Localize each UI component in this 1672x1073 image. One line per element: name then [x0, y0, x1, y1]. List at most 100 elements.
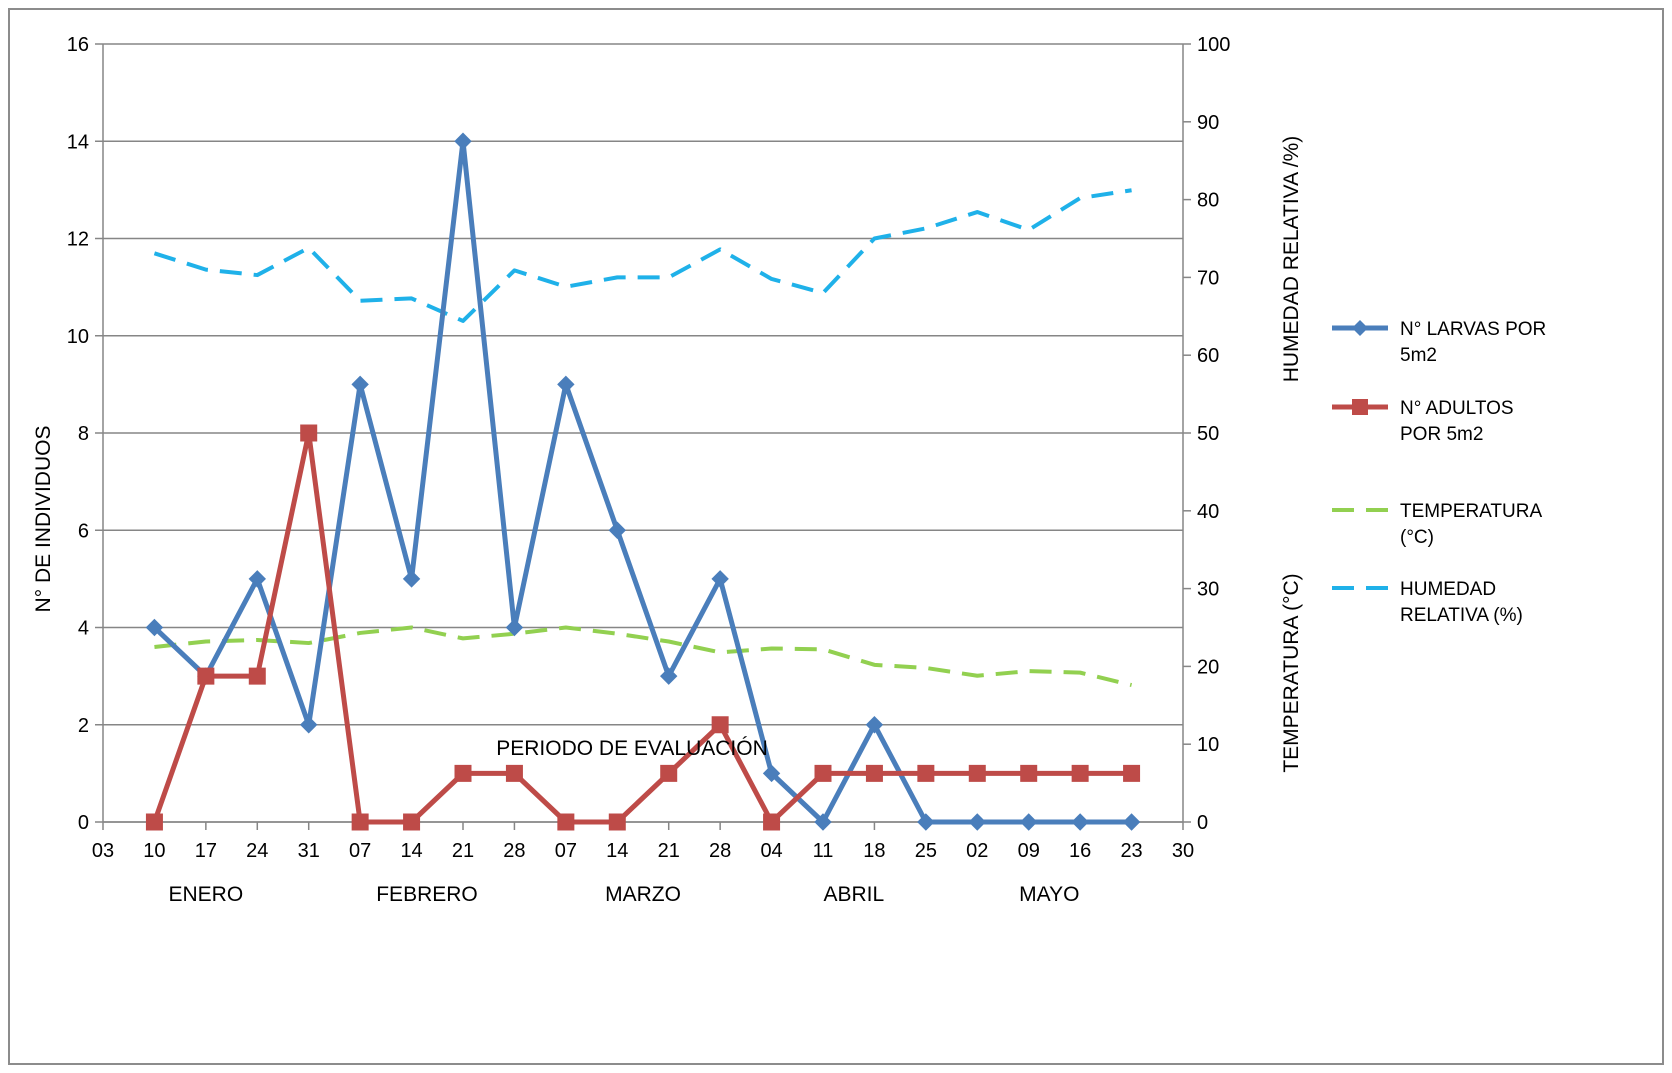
x-tick-label: 28: [503, 840, 525, 862]
y-left-tick-label: 0: [78, 812, 89, 834]
x-tick-label: 21: [658, 840, 680, 862]
y-right-tick-label: 70: [1197, 267, 1219, 289]
x-tick-label: 23: [1120, 840, 1142, 862]
x-tick-label: 28: [709, 840, 731, 862]
adultos-point: [351, 813, 369, 831]
adultos-point: [454, 764, 472, 782]
adultos-point: [865, 764, 883, 782]
x-tick-label: 07: [555, 840, 577, 862]
month-label: ABRIL: [824, 883, 885, 906]
adultos-point: [1071, 764, 1089, 782]
month-label: ENERO: [169, 883, 244, 906]
larvas-point: [351, 375, 369, 394]
larvas-point: [711, 570, 729, 588]
x-tick-label: 17: [195, 840, 217, 862]
legend-temperatura-label: (°C): [1400, 527, 1434, 548]
legend-temperatura-label: TEMPERATURA: [1400, 501, 1542, 522]
y-axis-right-humidity-title: HUMEDAD RELATIVA /%): [1280, 136, 1303, 383]
y-left-tick-label: 8: [78, 423, 89, 445]
larvas-point: [145, 618, 164, 637]
chart-svg: PERIODO DE EVALUACIÓN N° DE INDIVIDUOS H…: [32, 34, 1546, 906]
month-label: FEBRERO: [376, 883, 478, 906]
adultos-point: [660, 764, 678, 782]
legend: N° LARVAS POR 5m2 N° ADULTOS POR 5m2 TEMPERA…: [1332, 319, 1546, 626]
x-tick-label: 30: [1172, 840, 1194, 862]
y-left-tick-label: 2: [78, 715, 89, 737]
larvas-point: [505, 618, 524, 637]
adultos-point: [505, 764, 523, 782]
grid-layer: [103, 43, 1183, 823]
legend-adultos-label: POR 5m2: [1400, 424, 1483, 445]
x-tick-label: 07: [349, 840, 371, 862]
larvas-point: [557, 375, 575, 394]
adultos-point: [763, 813, 781, 831]
labels-layer: PERIODO DE EVALUACIÓN N° DE INDIVIDUOS H…: [32, 34, 1303, 906]
legend-humedad-label: HUMEDAD: [1400, 579, 1496, 600]
x-axis-title: PERIODO DE EVALUACIÓN: [496, 737, 768, 760]
x-tick-label: 04: [760, 840, 782, 862]
y-right-tick-label: 80: [1197, 190, 1219, 212]
y-right-tick-label: 50: [1197, 423, 1219, 445]
y-right-tick-label: 30: [1197, 579, 1219, 601]
legend-adultos-label: N° ADULTOS: [1400, 398, 1514, 419]
y-axis-left-title: N° DE INDIVIDUOS: [32, 426, 55, 613]
adultos-series-line: [152, 430, 1132, 825]
y-left-tick-label: 4: [78, 618, 89, 640]
adultos-point: [711, 716, 729, 734]
adultos-point: [814, 764, 832, 782]
x-tick-label: 18: [863, 840, 885, 862]
y-right-tick-label: 0: [1197, 812, 1208, 834]
larvas-point: [660, 667, 678, 685]
y-right-tick-label: 20: [1197, 656, 1219, 678]
x-tick-label: 10: [143, 840, 165, 862]
x-tick-label: 09: [1018, 840, 1040, 862]
x-tick-label: 31: [298, 840, 320, 862]
adultos-point: [197, 667, 215, 685]
y-right-tick-label: 100: [1197, 34, 1230, 56]
y-left-tick-label: 10: [67, 326, 89, 348]
adultos-point: [300, 424, 318, 442]
month-label: MAYO: [1019, 883, 1079, 906]
adultos-point: [1020, 764, 1038, 782]
x-tick-label: 03: [92, 840, 114, 862]
larvas-point: [300, 716, 318, 734]
larvas-point: [762, 764, 781, 783]
larvas-point: [248, 570, 266, 588]
series-layer: [145, 132, 1141, 831]
chart-frame: PERIODO DE EVALUACIÓN N° DE INDIVIDUOS H…: [8, 8, 1664, 1065]
legend-adultos-marker: [1352, 399, 1368, 415]
larvas-series-line: [152, 138, 1132, 825]
legend-larvas-label: N° LARVAS POR: [1400, 319, 1546, 340]
larvas-point: [865, 716, 884, 734]
adultos-point: [557, 813, 575, 831]
x-tick-label: 14: [606, 840, 628, 862]
y-axis-right-temperature-title: TEMPERATURA (°C): [1280, 573, 1303, 772]
x-tick-label: 02: [966, 840, 988, 862]
axes-layer: [95, 43, 1191, 830]
y-right-tick-label: 90: [1197, 112, 1219, 134]
adultos-point: [1123, 764, 1141, 782]
adultos-point: [403, 813, 421, 831]
legend-larvas-marker: [1352, 320, 1368, 336]
larvas-point: [608, 521, 626, 539]
x-tick-label: 25: [915, 840, 937, 862]
x-tick-label: 16: [1069, 840, 1091, 862]
x-tick-label: 24: [246, 840, 268, 862]
y-right-tick-label: 60: [1197, 345, 1219, 367]
adultos-point: [145, 813, 163, 831]
y-left-tick-label: 12: [67, 229, 89, 251]
larvas-point: [1020, 813, 1038, 831]
adultos-point: [248, 667, 266, 685]
x-tick-label: 11: [813, 840, 834, 862]
adultos-point: [968, 764, 986, 782]
y-right-tick-label: 10: [1197, 734, 1219, 756]
larvas-point: [968, 813, 986, 831]
y-right-tick-label: 40: [1197, 501, 1219, 523]
y-left-tick-label: 6: [78, 520, 89, 542]
temperatura-series-line: [154, 625, 1133, 688]
larvas-point: [1122, 813, 1141, 831]
y-left-tick-label: 16: [67, 34, 89, 56]
adultos-point: [917, 764, 935, 782]
adultos-point: [608, 813, 626, 831]
larvas-point: [814, 813, 832, 831]
